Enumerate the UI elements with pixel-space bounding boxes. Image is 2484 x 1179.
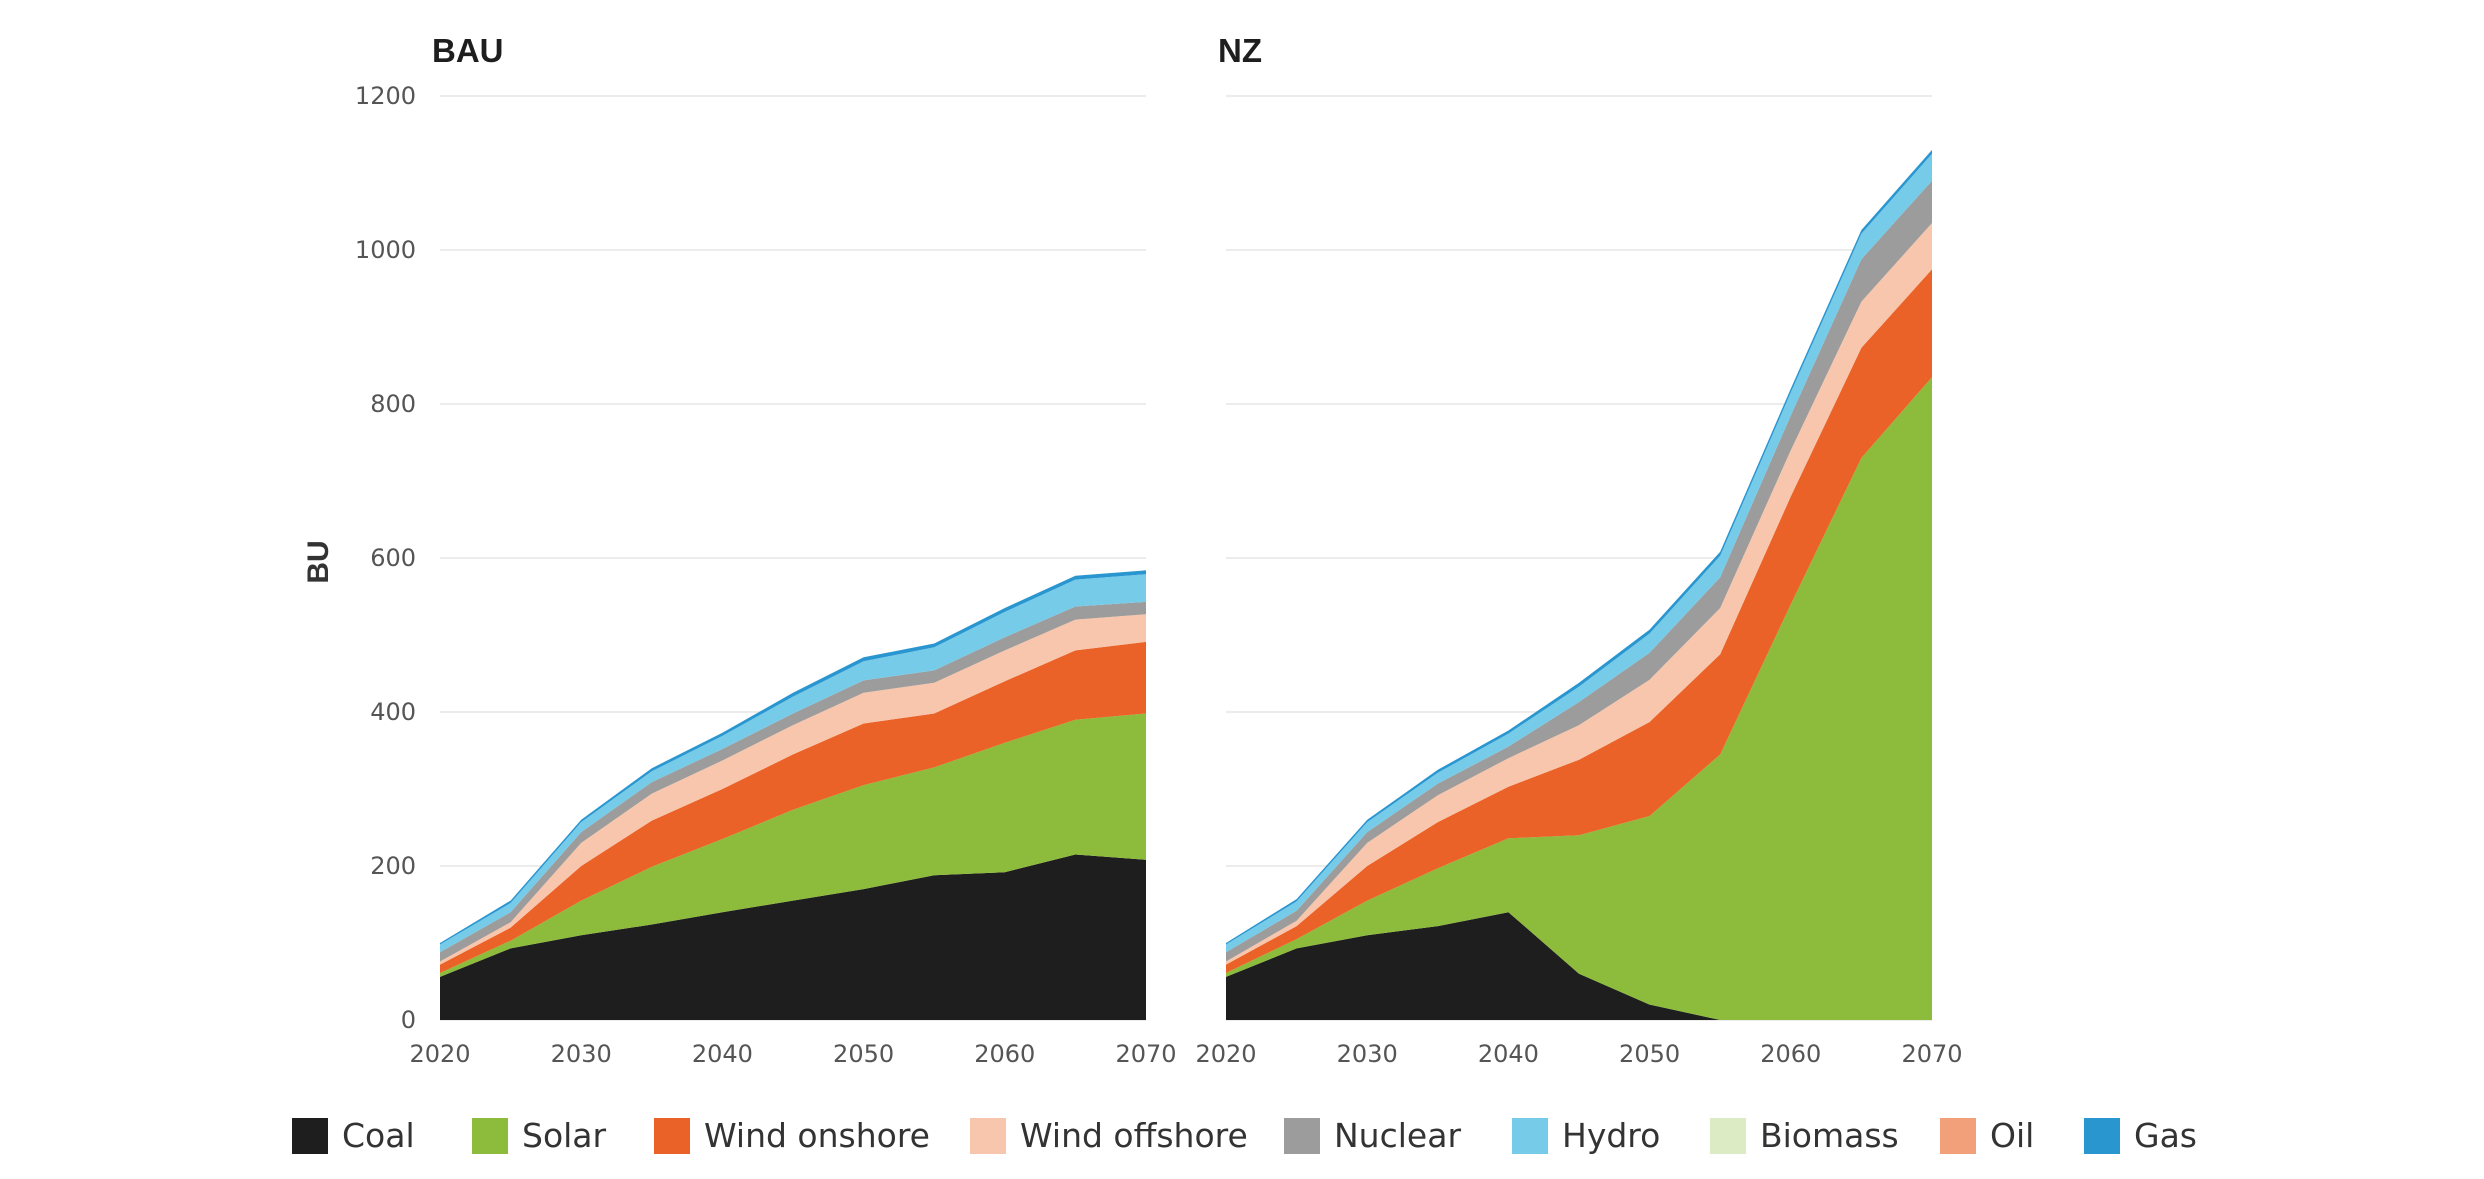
legend-swatch: [1940, 1118, 1976, 1154]
legend-item-biomass: Biomass: [1710, 1116, 1899, 1155]
legend-label: Coal: [342, 1116, 415, 1155]
legend: Coal Solar Wind onshore Wind offshore Nuclea…: [292, 1116, 2197, 1155]
legend-item-wind-onshore: Wind onshore: [654, 1116, 930, 1155]
legend-swatch: [292, 1118, 328, 1154]
x-tick-label: 2060: [974, 1040, 1035, 1068]
y-tick-label: 1000: [355, 236, 416, 264]
legend-swatch: [1284, 1118, 1320, 1154]
legend-swatch: [472, 1118, 508, 1154]
legend-item-nuclear: Nuclear: [1284, 1116, 1461, 1155]
legend-label: Oil: [1990, 1116, 2034, 1155]
area-wind-onshore: [440, 641, 1146, 973]
legend-label: Gas: [2134, 1116, 2197, 1155]
x-tick-label: 2050: [833, 1040, 894, 1068]
area-coal: [440, 854, 1146, 1020]
x-tick-label: 2030: [551, 1040, 612, 1068]
y-tick-label: 800: [370, 390, 416, 418]
legend-item-hydro: Hydro: [1512, 1116, 1660, 1155]
x-tick-label: 2040: [1478, 1040, 1539, 1068]
legend-label: Nuclear: [1334, 1116, 1461, 1155]
panel-bau: BAU 0 200 400 600 800 1000 1200 2020 2030 2040 2050…: [355, 32, 1177, 1068]
legend-item-wind-offshore: Wind offshore: [970, 1116, 1248, 1155]
legend-label: Wind onshore: [704, 1116, 930, 1155]
y-axis-label: BU: [302, 540, 335, 583]
y-tick-label: 600: [370, 544, 416, 572]
x-tick-label: 2040: [692, 1040, 753, 1068]
x-tick-label: 2060: [1760, 1040, 1821, 1068]
x-tick-label: 2050: [1619, 1040, 1680, 1068]
area-wind-offshore: [440, 614, 1146, 965]
x-tick-label: 2070: [1115, 1040, 1176, 1068]
legend-item-coal: Coal: [292, 1116, 415, 1155]
legend-swatch: [1512, 1118, 1548, 1154]
x-tick-label: 2070: [1901, 1040, 1962, 1068]
legend-swatch: [654, 1118, 690, 1154]
panel-title: BAU: [432, 32, 504, 69]
area-wind-onshore: [1226, 269, 1932, 973]
y-tick-label: 0: [401, 1006, 416, 1034]
y-tick-label: 1200: [355, 82, 416, 110]
x-tick-label: 2020: [409, 1040, 470, 1068]
legend-label: Biomass: [1760, 1116, 1899, 1155]
chart-panels: BAU 0 200 400 600 800 1000 1200 2020 2030 2040 2050…: [355, 32, 1963, 1068]
legend-swatch: [970, 1118, 1006, 1154]
legend-label: Wind offshore: [1020, 1116, 1248, 1155]
panel-nz: NZ 2020 2030 2040 2050 2060 2070: [1195, 32, 1962, 1068]
legend-swatch: [1710, 1118, 1746, 1154]
area-solar: [1226, 377, 1932, 1021]
legend-item-oil: Oil: [1940, 1116, 2034, 1155]
area-solar: [440, 713, 1146, 977]
legend-label: Solar: [522, 1116, 607, 1155]
panel-title: NZ: [1218, 32, 1262, 69]
y-tick-label: 200: [370, 852, 416, 880]
legend-swatch: [2084, 1118, 2120, 1154]
y-tick-label: 400: [370, 698, 416, 726]
legend-item-solar: Solar: [472, 1116, 607, 1155]
x-tick-label: 2030: [1337, 1040, 1398, 1068]
area-coal: [1226, 912, 1932, 1020]
legend-label: Hydro: [1562, 1116, 1660, 1155]
x-tick-label: 2020: [1195, 1040, 1256, 1068]
legend-item-gas: Gas: [2084, 1116, 2197, 1155]
